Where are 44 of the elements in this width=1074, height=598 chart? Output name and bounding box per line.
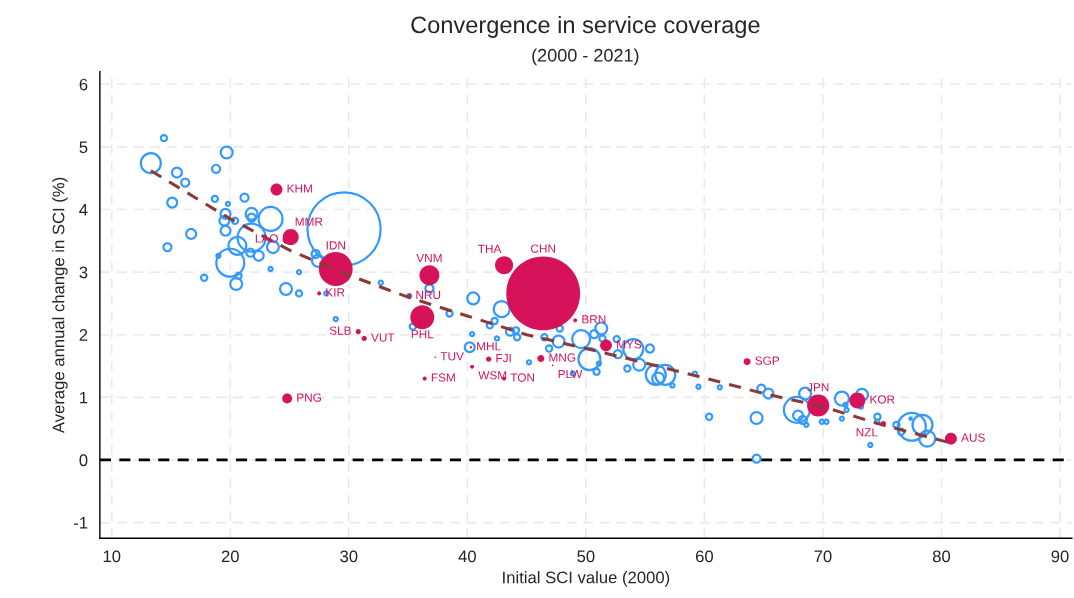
y-tick-label: 2 xyxy=(79,329,88,341)
y-axis-title: Average annual change in SCI (%) xyxy=(52,177,68,434)
chart-subtitle: (2000 - 2021) xyxy=(532,48,639,66)
annotation: TUV xyxy=(440,352,464,361)
annotation: MNG xyxy=(549,353,576,362)
annotation: JPN xyxy=(807,383,829,392)
annotation: IDN xyxy=(326,241,345,250)
annotation: TON xyxy=(510,373,535,382)
annotation: VUT xyxy=(371,333,395,342)
annotation: KHM xyxy=(287,184,312,193)
x-tick-label: 50 xyxy=(577,550,595,563)
annotation: PNG xyxy=(297,393,321,402)
annotation: VNM xyxy=(416,254,442,263)
x-tick-label: 20 xyxy=(221,550,239,563)
x-tick-label: 90 xyxy=(1051,550,1069,563)
annotation: CHN xyxy=(531,244,556,253)
x-axis-title: Initial SCI value (2000) xyxy=(503,571,670,587)
chart-title: Convergence in service coverage xyxy=(411,15,760,38)
x-tick-label: 70 xyxy=(814,550,832,563)
y-tick-label: 4 xyxy=(79,204,88,216)
y-tick-label: -1 xyxy=(74,517,88,529)
annotation: FJI xyxy=(496,354,511,363)
annotation: BRN xyxy=(582,315,606,324)
annotation: NRU xyxy=(416,290,441,300)
annotation: WSM xyxy=(478,371,507,380)
y-tick-label: 6 xyxy=(79,78,88,91)
annotation: NZL xyxy=(856,428,878,437)
x-tick-label: 80 xyxy=(932,550,951,563)
y-tick-label: 3 xyxy=(79,266,88,279)
annotation: SGP xyxy=(755,356,780,365)
y-tick-label: 0 xyxy=(79,454,88,467)
annotation: KOR xyxy=(870,395,895,404)
annotation: PHL xyxy=(411,330,434,339)
x-tick-label: 30 xyxy=(340,550,358,563)
annotation: AUS xyxy=(961,433,985,442)
x-tick-label: 10 xyxy=(103,550,121,563)
y-tick-label: 1 xyxy=(80,391,88,404)
x-tick-label: 60 xyxy=(695,550,714,563)
x-tick-label: 40 xyxy=(458,550,476,563)
annotation: MHL xyxy=(477,342,501,351)
annotation: SLB xyxy=(329,326,351,335)
y-tick-label: 5 xyxy=(79,141,88,154)
annotation: THA xyxy=(478,244,502,253)
annotation: FSM xyxy=(431,373,455,382)
